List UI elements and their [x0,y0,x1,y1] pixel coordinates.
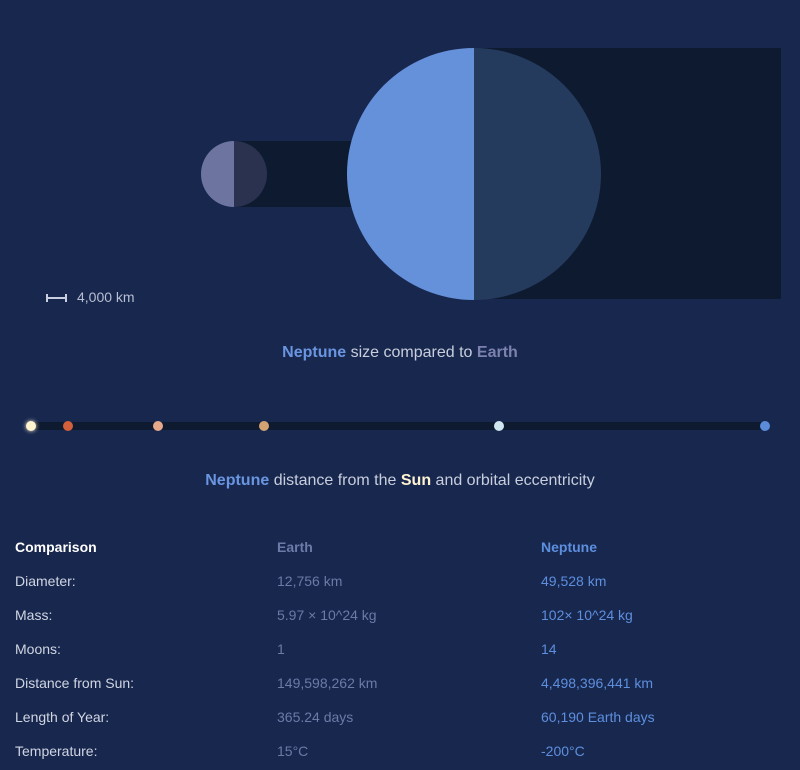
sun-icon [26,421,36,431]
neptune-value: 4,498,396,441 km [541,675,654,691]
earth-dot [494,421,504,431]
earth-value: 1 [277,641,285,657]
earth-value: 5.97 × 10^24 kg [277,607,377,623]
neptune-dot [760,421,770,431]
row-label: Moons: [15,641,61,657]
mercury-dot [63,421,73,431]
earth-value: 15°C [277,743,309,759]
row-label: Temperature: [15,743,98,759]
neptune-sphere [347,48,601,300]
row-label: Mass: [15,607,53,623]
table-row: Length of Year: 365.24 days 60,190 Earth d… [8,700,662,734]
table-row: Moons: 1 14 [8,632,662,666]
orbit-caption: Neptune distance from the Sun and orbita… [0,472,800,490]
header-neptune: Neptune [541,539,597,555]
scale-label: 4,000 km [77,289,135,305]
venus-dot [153,421,163,431]
caption-text: size compared to [346,344,477,361]
neptune-value: 102× 10^24 kg [541,607,633,623]
neptune-value: -200°C [541,743,585,759]
header-comparison: Comparison [15,539,97,555]
caption-text: and orbital eccentricity [431,472,595,489]
planet-size-graphic [46,48,601,302]
row-label: Length of Year: [15,709,110,725]
table-row: Diameter: 12,756 km 49,528 km [8,564,662,598]
earth-value: 149,598,262 km [277,675,378,691]
earth-value: 365.24 days [277,709,354,725]
scale-bar-icon [46,294,67,302]
orbit-track [31,422,765,430]
planet-name: Neptune [282,344,347,361]
neptune-value: 14 [541,641,557,657]
comparison-table: Comparison Earth Neptune Diameter: 12,756… [8,530,662,768]
neptune-value: 60,190 Earth days [541,709,655,725]
table-header: Comparison Earth Neptune [8,530,662,564]
table-row: Temperature: 15°C -200°C [8,734,662,768]
neptune-value: 49,528 km [541,573,607,589]
mars-dot [259,421,269,431]
row-label: Diameter: [15,573,76,589]
header-earth: Earth [277,539,313,555]
size-caption: Neptune size compared to Earth [0,344,800,362]
earth-sphere [201,141,267,207]
reference-name: Earth [476,344,518,361]
table-row: Distance from Sun: 149,598,262 km 4,498,39… [8,666,662,700]
row-label: Distance from Sun: [15,675,135,691]
caption-text: distance from the [269,472,401,489]
planet-name: Neptune [205,472,270,489]
table-row: Mass: 5.97 × 10^24 kg 102× 10^24 kg [8,598,662,632]
sun-name: Sun [400,472,432,489]
earth-value: 12,756 km [277,573,343,589]
